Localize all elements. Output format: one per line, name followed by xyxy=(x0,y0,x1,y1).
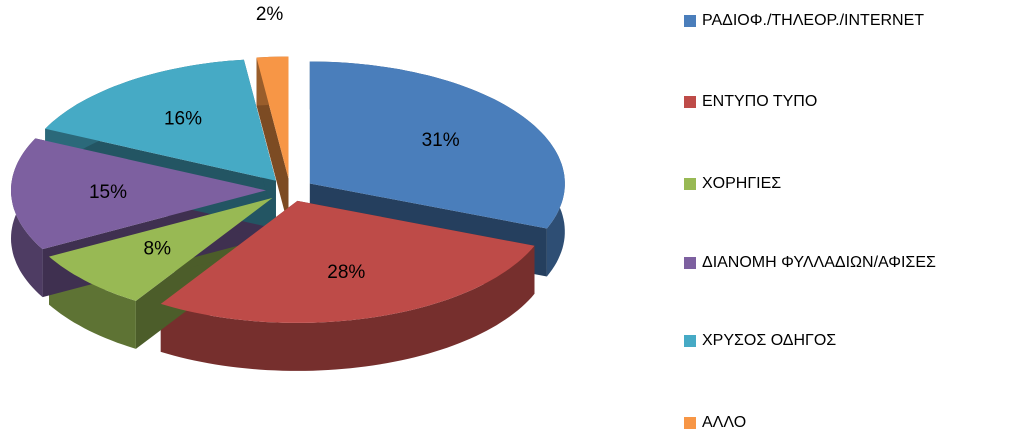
legend-label: ΔΙΑΝΟΜΗ ΦΥΛΛΑΔΙΩΝ/ΑΦΙΣΕΣ xyxy=(702,254,936,271)
legend-item: ΧΟΡΗΓΙΕΣ xyxy=(684,167,781,201)
slice xyxy=(256,56,289,179)
legend-label: ΑΛΛΟ xyxy=(702,414,747,431)
slice-rim xyxy=(160,245,535,371)
legend-item: ΡΑΔΙΟΦ./ΤΗΛΕΟΡ./INTERNET xyxy=(684,4,924,38)
legend-swatch xyxy=(684,178,696,190)
legend-swatch xyxy=(684,15,696,27)
data-label: 2% xyxy=(256,4,284,25)
legend-label: ΧΟΡΗΓΙΕΣ xyxy=(702,175,782,192)
data-label: 15% xyxy=(89,182,127,203)
legend-label: ΡΑΔΙΟΦ./ΤΗΛΕΟΡ./INTERNET xyxy=(702,12,925,29)
legend-swatch xyxy=(684,335,696,347)
data-label: 16% xyxy=(164,109,202,130)
pie-chart: 31% 28% 8% 15% 16% 2% xyxy=(11,4,565,371)
slice xyxy=(45,59,276,181)
slice xyxy=(49,197,273,301)
legend-item: ΧΡΥΣΟΣ ΟΔΗΓΟΣ xyxy=(684,324,836,358)
slice xyxy=(11,138,266,250)
legend-item: ΔΙΑΝΟΜΗ ΦΥΛΛΑΔΙΩΝ/ΑΦΙΣΕΣ xyxy=(684,246,936,280)
legend-label: ΧΡΥΣΟΣ ΟΔΗΓΟΣ xyxy=(702,332,837,349)
legend-swatch xyxy=(684,96,696,108)
data-label: 8% xyxy=(144,239,172,260)
legend-label: ΕΝΤΥΠΟ ΤΥΠΟ xyxy=(702,93,818,110)
slice xyxy=(309,61,565,229)
legend-swatch xyxy=(684,257,696,269)
legend-item: ΑΛΛΟ xyxy=(684,406,746,440)
legend-swatch xyxy=(684,417,696,429)
data-label: 28% xyxy=(327,262,365,283)
data-label: 31% xyxy=(422,130,460,151)
legend-item: ΕΝΤΥΠΟ ΤΥΠΟ xyxy=(684,85,817,119)
slice xyxy=(160,200,535,323)
